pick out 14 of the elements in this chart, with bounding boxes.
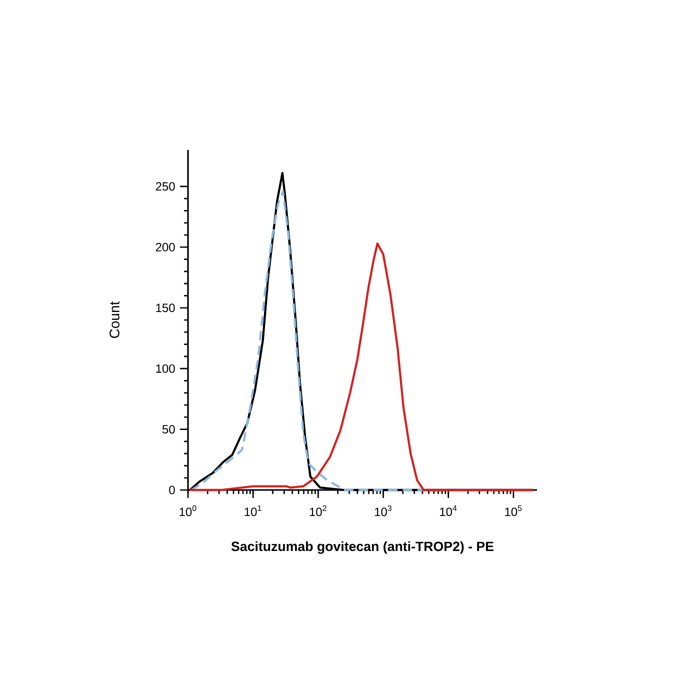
y-tick-label: 200 bbox=[156, 242, 175, 252]
y-tick-label: 0 bbox=[169, 486, 175, 494]
y-tick-label: 100 bbox=[156, 364, 175, 373]
y-tick-label: 50 bbox=[162, 425, 175, 434]
x-tick-label: 10$^{0}$ bbox=[180, 505, 196, 516]
x-tick-label: 10$^{4}$ bbox=[440, 505, 457, 516]
x-tick-label: 10$^{3}$ bbox=[374, 505, 392, 516]
x-tick-label: 10$^{2}$ bbox=[310, 505, 326, 516]
y-axis-title: Count bbox=[110, 301, 120, 338]
y-tick-label: 150 bbox=[156, 304, 175, 312]
x-axis-title: Sacituzumab govitecan (anti-TROP2) - PE bbox=[231, 541, 494, 554]
x-tick-label: 10$^{5}$ bbox=[505, 505, 522, 516]
y-tick-label: 250 bbox=[156, 182, 175, 191]
x-tick-label: 10$^{1}$ bbox=[244, 505, 262, 516]
